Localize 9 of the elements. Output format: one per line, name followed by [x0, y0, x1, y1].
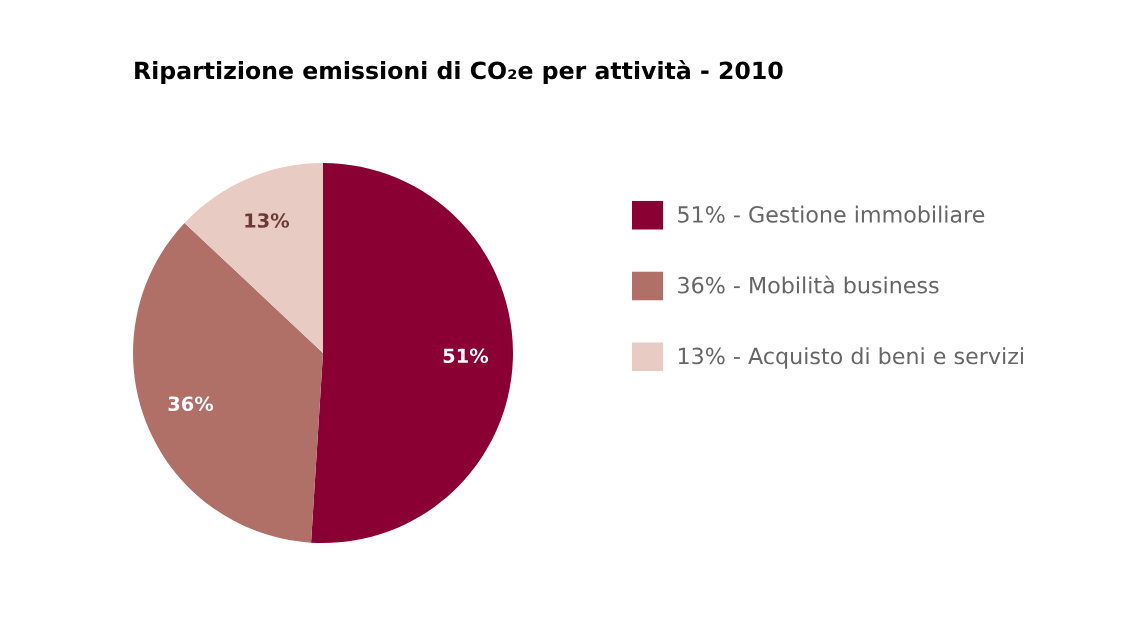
chart-title: Ripartizione emissioni di CO₂e per attività - 2010 [135, 60, 783, 84]
pie-slice [184, 163, 323, 353]
data-label: 13% [245, 213, 290, 228]
legend-label: 51% - Gestione immobiliare [678, 205, 985, 223]
data-label: 36% [168, 396, 214, 412]
pie-slice [311, 163, 513, 543]
data-label: 51% [443, 348, 489, 364]
legend-label: 13% - Acquisto di beni e servizi [678, 347, 1023, 369]
legend-label: 36% - Mobilità business [678, 275, 939, 294]
